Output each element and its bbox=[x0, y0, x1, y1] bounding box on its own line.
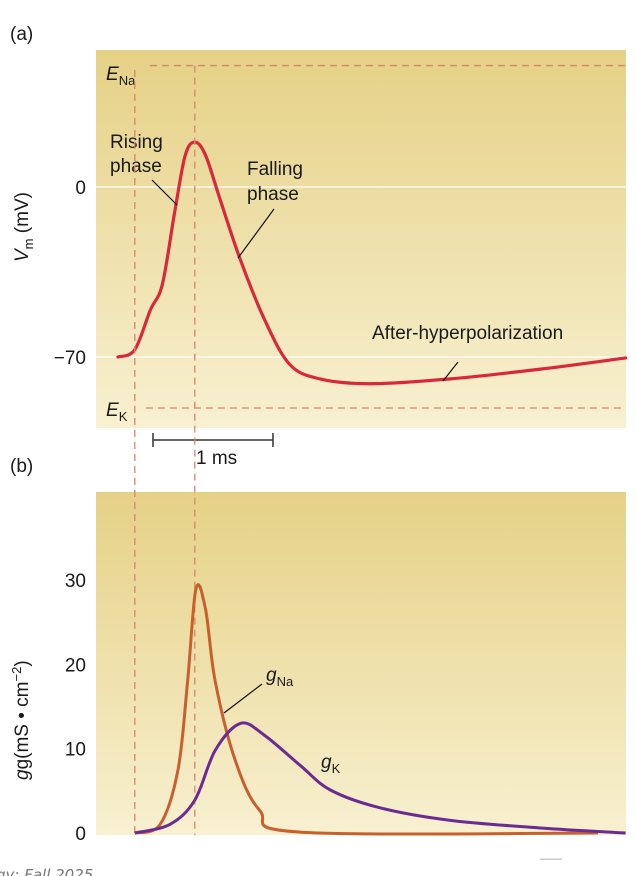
gk-label: gK bbox=[321, 752, 341, 776]
y-tick-label: 0 bbox=[75, 178, 86, 199]
gna-leader bbox=[223, 683, 263, 714]
panel-a-label: (a) bbox=[10, 24, 33, 45]
panel-a-plot-area bbox=[96, 50, 626, 428]
rising-phase-leader bbox=[151, 179, 178, 206]
footer-mark: —— bbox=[540, 853, 562, 865]
footer-text: gy: Fall 2025 bbox=[0, 866, 93, 876]
falling-phase-label: Falling phase bbox=[247, 159, 303, 205]
after-hyperpolarization-leader bbox=[442, 361, 459, 382]
ena-label: ENa bbox=[106, 64, 136, 88]
y-tick-label: 20 bbox=[65, 655, 86, 676]
y-tick-label: 0 bbox=[75, 824, 86, 845]
panel-b-y-axis-label: gg(mS • cm−2) bbox=[9, 660, 33, 780]
y-tick-label: 10 bbox=[65, 740, 86, 761]
membrane-potential-curve bbox=[116, 140, 628, 386]
rising-phase-label: Rising phase bbox=[110, 132, 163, 177]
panel-b-plot-area bbox=[96, 492, 626, 835]
gna-label: gNa bbox=[266, 665, 294, 689]
ek-label: EK bbox=[106, 400, 128, 424]
gk-curve bbox=[134, 721, 626, 835]
panel-a-y-axis-label: Vm (mV) bbox=[12, 192, 36, 262]
falling-phase-leader bbox=[237, 208, 275, 259]
after-hyperpolarization-label: After-hyperpolarization bbox=[372, 323, 563, 344]
gna-curve bbox=[134, 583, 599, 836]
y-tick-label: 30 bbox=[65, 571, 86, 592]
scale-bar-label: 1 ms bbox=[196, 448, 237, 469]
scale-bar: 1 ms bbox=[152, 433, 274, 469]
y-tick-label: −70 bbox=[54, 348, 86, 369]
panel-b-label: (b) bbox=[10, 456, 33, 477]
